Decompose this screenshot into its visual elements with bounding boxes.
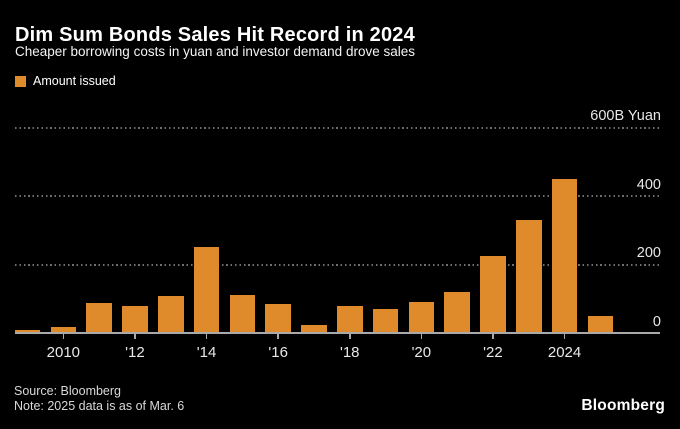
- bar-2010: [50, 326, 77, 333]
- legend: Amount issued: [15, 74, 116, 88]
- bar-2009: [14, 330, 41, 333]
- x-tick-2010: [62, 334, 65, 339]
- x-tick-12: [134, 334, 136, 339]
- legend-swatch-icon: [15, 75, 26, 87]
- bar-2017: [301, 324, 327, 333]
- bar-2013: [158, 295, 184, 333]
- bloomberg-logo: Bloomberg: [581, 397, 665, 414]
- chart-title: Dim Sum Bonds Sales Hit Record in 2024: [15, 24, 415, 46]
- x-axis-label-12: '12: [125, 344, 145, 361]
- x-tick-18: [349, 334, 351, 339]
- bar-2021: [444, 291, 470, 333]
- x-axis-line: [15, 332, 660, 334]
- bar-2014: [193, 247, 220, 333]
- bar-2016: [265, 304, 291, 333]
- bar-2020: [408, 302, 435, 333]
- x-tick-2024: [563, 334, 566, 339]
- y-axis-label-200: 200: [636, 245, 661, 262]
- bar-2023: [516, 219, 542, 333]
- bar-2019: [372, 308, 399, 333]
- bar-2025: [587, 315, 614, 333]
- bar-2018: [337, 306, 363, 333]
- x-axis-label-14: '14: [196, 344, 217, 361]
- gridline-600: [15, 126, 660, 129]
- data-note: Note: 2025 data is as of Mar. 6: [14, 399, 185, 413]
- y-axis-label-0: 0: [652, 314, 661, 330]
- legend-label: Amount issued: [33, 74, 116, 88]
- x-axis-label-22: '22: [483, 344, 503, 361]
- bar-2024: [551, 178, 578, 333]
- bar-2022: [480, 256, 506, 333]
- gridline-200: [15, 263, 660, 266]
- x-tick-22: [492, 334, 494, 339]
- y-axis-label-400: 400: [636, 176, 661, 193]
- x-axis-label-16: '16: [268, 344, 288, 361]
- x-tick-20: [420, 334, 423, 339]
- x-axis-label-20: '20: [411, 344, 432, 361]
- gridline-400: [15, 195, 660, 198]
- bar-2012: [122, 305, 148, 333]
- x-tick-14: [205, 334, 208, 339]
- chart-subtitle: Cheaper borrowing costs in yuan and inve…: [15, 44, 415, 59]
- bar-2011: [86, 302, 112, 333]
- x-axis-label-2024: 2024: [547, 344, 582, 361]
- x-axis-label-18: '18: [339, 344, 360, 361]
- x-axis-label-2010: 2010: [46, 344, 81, 361]
- y-axis-label-600: 600B Yuan: [590, 108, 661, 124]
- source-note: Source: Bloomberg: [14, 384, 122, 398]
- x-tick-16: [277, 334, 279, 339]
- bar-2015: [229, 294, 256, 333]
